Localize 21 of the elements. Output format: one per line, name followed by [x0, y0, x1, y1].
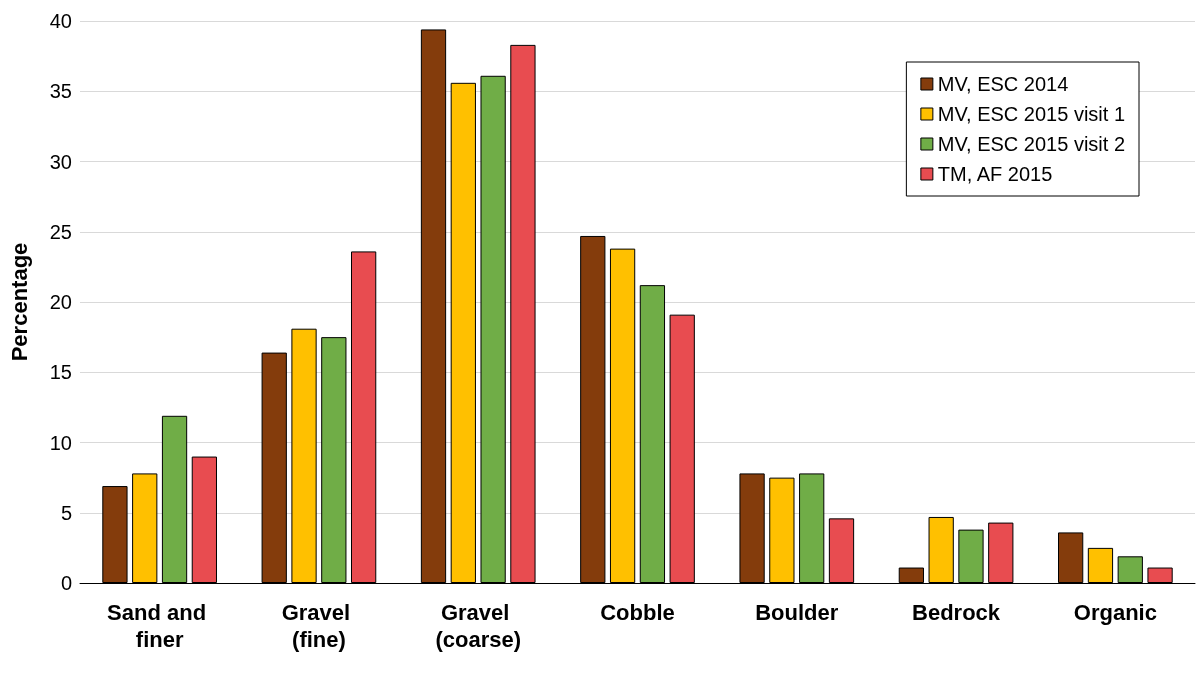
x-tick-label: Organic [1073, 600, 1157, 625]
y-tick-label: 35 [49, 80, 72, 103]
legend-label: TM, AF 2015 [937, 163, 1053, 185]
y-tick-label: 20 [49, 291, 72, 313]
x-tick-label: Bedrock [912, 600, 1001, 625]
legend-label: MV, ESC 2015 visit 1 [937, 103, 1126, 125]
x-tick-label: Sand and finer [107, 600, 213, 652]
legend-label: MV, ESC 2015 visit 2 [937, 133, 1126, 155]
y-tick-label: 10 [49, 431, 72, 454]
y-tick-label: 25 [49, 220, 72, 243]
x-tick-label: Gravel (coarse) [435, 600, 522, 652]
y-tick-label: 5 [60, 501, 72, 524]
y-tick-label: 15 [49, 361, 72, 384]
legend-label: MV, ESC 2014 [937, 73, 1069, 95]
y-tick-label: 0 [60, 572, 72, 594]
y-tick-label: 30 [49, 150, 72, 173]
x-tick-label: Cobble [600, 600, 675, 625]
y-tick-label: 40 [49, 10, 72, 32]
x-tick-label: Gravel (fine) [281, 600, 357, 652]
x-tick-label: Boulder [755, 600, 839, 625]
y-axis-title: Percentage [6, 242, 32, 362]
